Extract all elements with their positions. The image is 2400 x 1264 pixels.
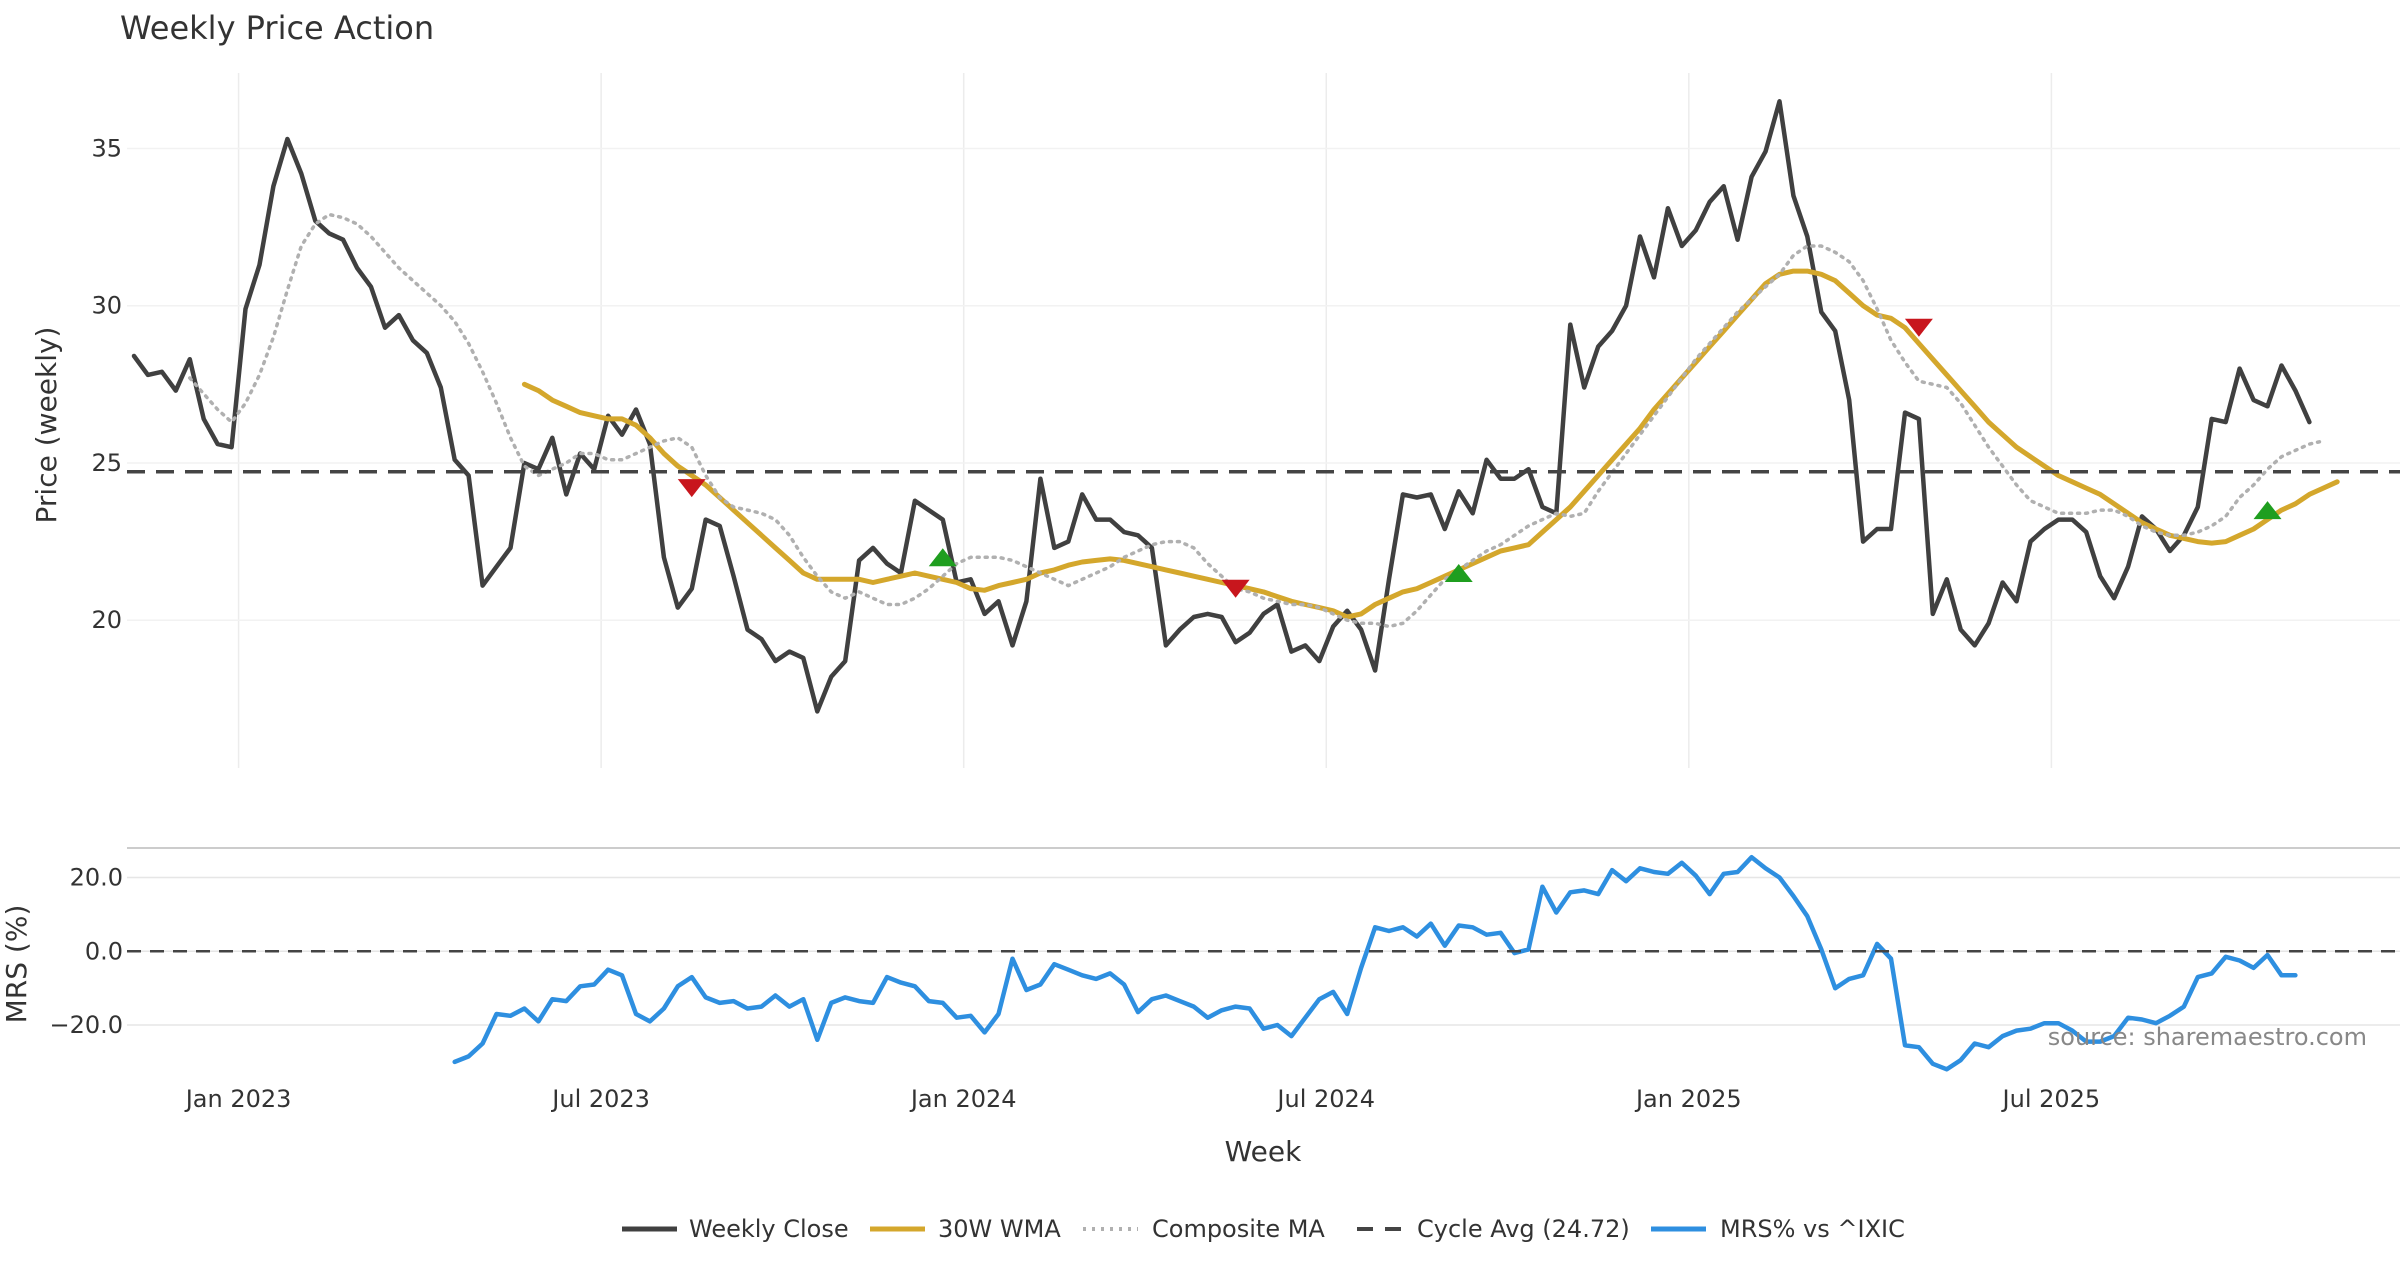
x-axis-title: Week: [1225, 1135, 1302, 1168]
legend-item-composite-ma: Composite MA: [1083, 1215, 1325, 1243]
legend-item-mrs: MRS% vs ^IXIC: [1651, 1215, 1905, 1243]
source-note: source: sharemaestro.com: [2048, 1023, 2367, 1051]
x-tick-label: Jul 2024: [1275, 1085, 1375, 1113]
mrs-y-tick-label: 20.0: [70, 864, 123, 892]
buy-signal-marker: [2253, 501, 2282, 520]
legend-label-30w-wma: 30W WMA: [938, 1215, 1061, 1243]
x-tick-label: Jul 2023: [550, 1085, 650, 1113]
series-line-weekly-close: [131, 99, 2312, 714]
legend-label-weekly-close: Weekly Close: [689, 1215, 849, 1243]
chart-title: Weekly Price Action: [120, 9, 434, 47]
price-y-tick-label: 25: [91, 449, 122, 477]
price-y-tick-label: 35: [91, 134, 122, 162]
buy-signal-marker: [1444, 564, 1473, 583]
mrs-y-axis-title: MRS (%): [0, 905, 33, 1024]
sell-signal-marker: [1904, 318, 1933, 337]
series-line-mrs-vs-ixic: [452, 854, 2298, 1072]
legend-label-composite-ma: Composite MA: [1152, 1215, 1325, 1243]
legend-label-cycle-avg: Cycle Avg (24.72): [1417, 1215, 1630, 1243]
sell-signal-marker: [1221, 579, 1250, 598]
x-tick-label: Jul 2025: [2001, 1085, 2101, 1113]
legend-item-cycle-avg: Cycle Avg (24.72): [1357, 1215, 1630, 1243]
x-tick-label: Jan 2025: [1634, 1085, 1742, 1113]
sell-signal-marker: [677, 479, 706, 498]
price-y-tick-label: 20: [91, 606, 122, 634]
legend-item-weekly-close: Weekly Close: [622, 1215, 849, 1243]
price-y-tick-label: 30: [91, 292, 122, 320]
price-y-axis-title: Price (weekly): [30, 327, 63, 524]
mrs-y-tick-label: −20.0: [49, 1011, 123, 1039]
series-layer: [127, 99, 2400, 1072]
axis-labels: Jan 2023 Jul 2023 Jan 2024 Jul 2024 Jan 2025…: [49, 134, 2100, 1113]
series-line-30w-wma: [521, 268, 2340, 620]
mrs-y-tick-label: 0.0: [85, 937, 123, 965]
legend: Weekly Close 30W WMA Composite MA Cycle …: [622, 1215, 1905, 1243]
legend-item-30w-wma: 30W WMA: [870, 1215, 1061, 1243]
legend-label-mrs: MRS% vs ^IXIC: [1720, 1215, 1905, 1243]
price-grid: [127, 73, 2400, 768]
x-tick-label: Jan 2023: [184, 1085, 292, 1113]
x-tick-label: Jan 2024: [909, 1085, 1017, 1113]
buy-signal-marker: [928, 548, 957, 567]
signal-markers: [677, 318, 2282, 598]
